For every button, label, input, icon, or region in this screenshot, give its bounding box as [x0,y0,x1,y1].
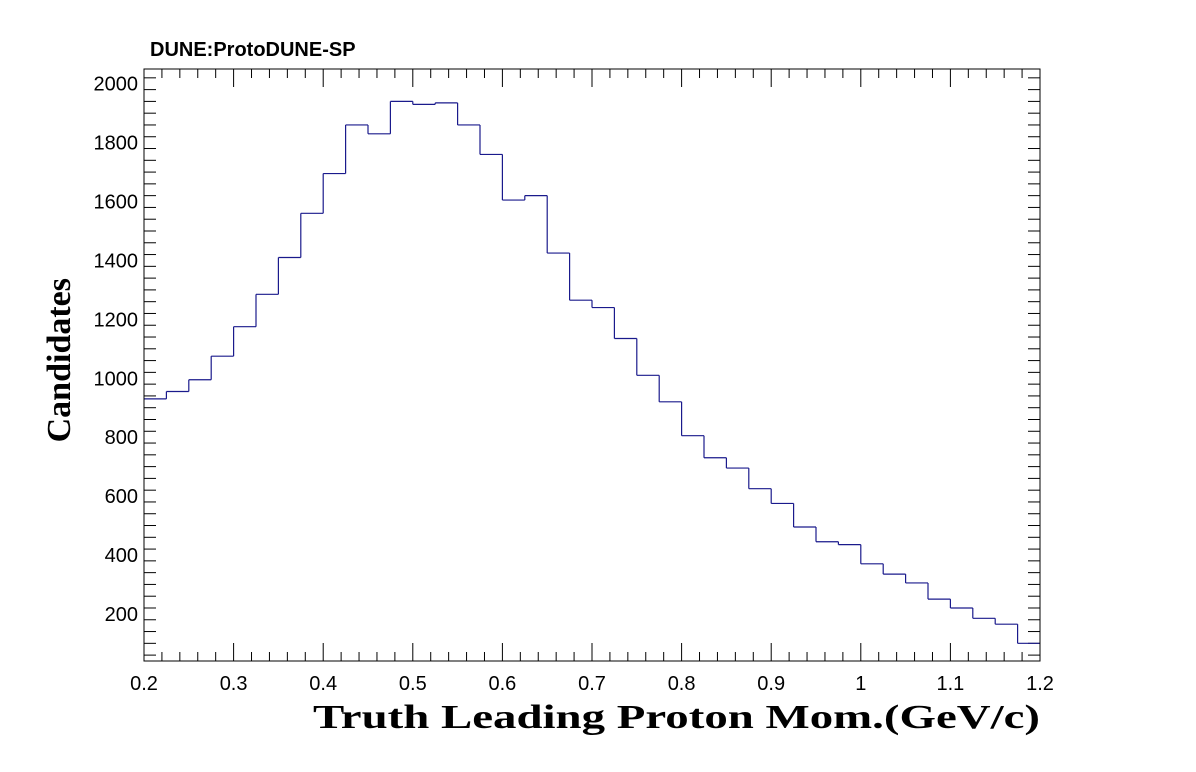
plot-frame [143,68,1041,662]
y-tick-label: 400 [105,545,138,567]
y-tick-label: 1000 [94,368,139,390]
x-tick-label: 0.8 [668,673,696,695]
x-tick-label: 1 [855,673,866,695]
y-tick-label: 1600 [94,192,139,214]
experiment-label: DUNE:ProtoDUNE-SP [150,39,356,61]
x-tick-label: 0.4 [309,673,337,695]
y-axis-ticks: 200 400 600 800 1000 1200 1400 1600 1800 2000 [94,74,1040,656]
y-tick-label: 1800 [94,133,139,155]
y-tick-label: 1200 [94,309,139,331]
x-tick-label: 0.6 [488,673,516,695]
y-tick-label: 2000 [94,74,139,96]
x-tick-label: 1.2 [1026,673,1054,695]
y-tick-label: 1400 [94,250,139,272]
y-tick-label: 800 [105,427,138,449]
x-tick-label: 0.2 [130,673,158,695]
histogram-series [144,100,1040,644]
x-tick-label: 0.7 [578,673,606,695]
x-axis-title: Truth Leading Proton Mom.(GeV/c) [313,699,1040,736]
x-tick-label: 0.3 [220,673,248,695]
y-tick-label: 200 [105,604,138,626]
x-tick-label: 1.1 [936,673,964,695]
y-tick-label: 600 [105,486,138,508]
y-axis-title: Candidates [41,278,78,442]
x-tick-label: 0.9 [757,673,785,695]
x-tick-label: 0.5 [399,673,427,695]
